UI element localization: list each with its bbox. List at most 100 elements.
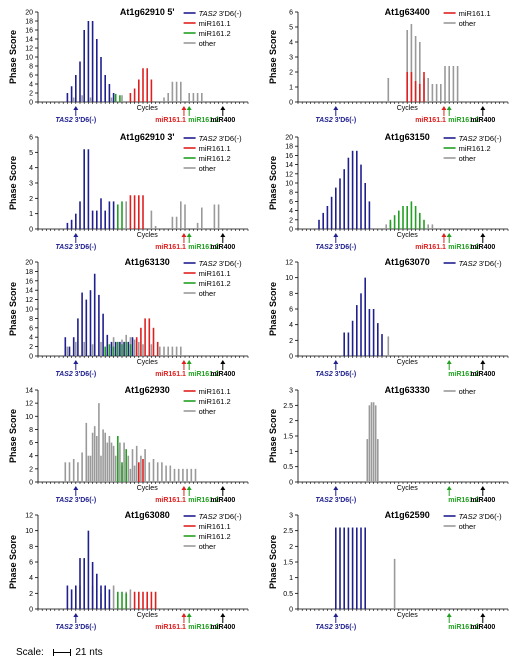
- y-axis-title: Phase Score: [8, 30, 18, 84]
- legend-label-mir161-2: miR161.2: [199, 279, 231, 288]
- marker-arrowhead: [181, 613, 187, 617]
- legend-label-mir161-1: miR161.1: [459, 9, 491, 18]
- marker-label-tas2: TAS2 3'D6(-): [55, 497, 96, 504]
- marker-arrowhead: [181, 486, 187, 490]
- x-axis-title: Cycles: [397, 232, 419, 239]
- y-tick-label: 0: [29, 354, 33, 361]
- marker-label-mir161-1: miR161.1: [415, 117, 446, 124]
- y-tick-label: 2: [289, 418, 293, 425]
- y-tick-label: 6: [29, 73, 33, 80]
- legend-label-mir161-2: miR161.2: [199, 397, 231, 406]
- chart-title: At1g63070: [385, 257, 430, 267]
- marker-label-mir161-1: miR161.1: [155, 117, 186, 124]
- y-tick-label: 20: [25, 260, 33, 267]
- y-tick-label: 1: [289, 449, 293, 456]
- marker-arrowhead: [181, 233, 187, 237]
- marker-arrowhead: [186, 486, 192, 490]
- marker-label-tas2-gene: TAS2: [315, 624, 332, 631]
- y-tick-label: 5: [29, 150, 33, 157]
- y-tick-label: 2: [29, 196, 33, 203]
- y-tick-label: 20: [285, 135, 293, 142]
- marker-label-mir400: miR400: [210, 244, 235, 251]
- y-axis-title: Phase Score: [268, 409, 278, 463]
- y-tick-label: 4: [29, 335, 33, 342]
- marker-arrowhead: [73, 486, 79, 490]
- marker-arrowhead: [186, 106, 192, 110]
- y-tick-label: 3: [29, 181, 33, 188]
- marker-label-mir161-1: miR161.1: [155, 624, 186, 631]
- marker-arrowhead: [220, 106, 226, 110]
- legend-label-mir161-2: miR161.2: [199, 29, 231, 38]
- marker-arrowhead: [480, 486, 486, 490]
- legend-label-mir161-2: miR161.2: [459, 144, 491, 153]
- marker-arrowhead: [73, 233, 79, 237]
- legend-label-tas2-gene: TAS2: [459, 512, 478, 521]
- y-tick-label: 2: [289, 544, 293, 551]
- y-tick-label: 2: [289, 70, 293, 77]
- chart-panel: 0 0.5 1 1.5 2 2.5 3 Phase Score At1g62590 Cycles T…: [268, 510, 509, 631]
- marker-arrowhead: [73, 360, 79, 364]
- marker-label-mir161-2: miR161.2: [448, 497, 479, 504]
- marker-arrowhead: [181, 360, 187, 364]
- chart-panel: 0 2 4 6 8 10 12 14 16 18 20 Phase Score At1g62910 5'…: [8, 7, 249, 124]
- legend-label-tas2: TAS2 3'D6(-): [459, 134, 502, 143]
- chart-title: At1g63150: [385, 132, 430, 142]
- y-tick-label: 3: [289, 513, 293, 520]
- marker-arrowhead: [333, 613, 339, 617]
- scale-note: Scale: 21 nts: [16, 647, 103, 658]
- y-tick-label: 10: [25, 414, 33, 421]
- y-tick-label: 12: [25, 401, 33, 408]
- y-tick-label: 14: [285, 162, 293, 169]
- marker-arrowhead: [333, 360, 339, 364]
- x-axis-title: Cycles: [397, 612, 419, 619]
- marker-arrowhead: [480, 106, 486, 110]
- y-tick-label: 6: [29, 325, 33, 332]
- y-tick-label: 1: [289, 85, 293, 92]
- legend-label-tas2-gene: TAS2: [459, 259, 478, 268]
- chart-title: At1g63330: [385, 385, 430, 395]
- marker-label-tas2-region: 3'D6(-): [333, 624, 356, 631]
- y-tick-label: 1.5: [283, 560, 293, 567]
- marker-label-mir400: miR400: [210, 117, 235, 124]
- marker-label-tas2-gene: TAS2: [55, 624, 72, 631]
- marker-arrowhead: [220, 486, 226, 490]
- y-tick-label: 16: [25, 28, 33, 35]
- marker-arrowhead: [333, 233, 339, 237]
- marker-label-mir161-2: miR161.2: [188, 624, 219, 631]
- y-tick-label: 14: [25, 388, 33, 395]
- x-axis-title: Cycles: [397, 359, 419, 366]
- chart-panel: 0 0.5 1 1.5 2 2.5 3 Phase Score At1g63330 Cycles T…: [268, 385, 509, 504]
- marker-arrowhead: [446, 360, 452, 364]
- x-axis-title: Cycles: [137, 232, 159, 239]
- marker-label-tas2-region: 3'D6(-): [333, 371, 356, 378]
- y-tick-label: 0: [29, 480, 33, 487]
- marker-label-tas2-region: 3'D6(-): [333, 117, 356, 124]
- y-tick-label: 1.5: [283, 434, 293, 441]
- legend-label-other: other: [459, 154, 477, 163]
- chart-panel: 0 1 2 3 4 5 6 Phase Score At1g63400 Cycles TAS2 3'…: [268, 7, 509, 124]
- marker-arrowhead: [181, 106, 187, 110]
- legend-label-other: other: [199, 164, 217, 173]
- legend-label-tas2-region: 3'D6(-): [217, 134, 242, 143]
- y-tick-label: 20: [25, 10, 33, 17]
- y-axis-title: Phase Score: [8, 156, 18, 210]
- marker-label-mir161-2: miR161.2: [188, 497, 219, 504]
- y-tick-label: 10: [285, 181, 293, 188]
- y-tick-label: 0.5: [283, 591, 293, 598]
- scale-label: Scale:: [16, 647, 44, 658]
- marker-arrowhead: [480, 613, 486, 617]
- marker-label-mir161-2: miR161.2: [188, 244, 219, 251]
- y-tick-label: 0: [29, 607, 33, 614]
- y-tick-label: 2: [289, 217, 293, 224]
- marker-label-mir161-1: miR161.1: [155, 371, 186, 378]
- marker-label-tas2-region: 3'D6(-): [333, 497, 356, 504]
- y-axis-title: Phase Score: [268, 535, 278, 589]
- y-tick-label: 2: [289, 338, 293, 345]
- marker-label-tas2-region: 3'D6(-): [73, 371, 96, 378]
- marker-label-mir161-2: miR161.2: [448, 117, 479, 124]
- marker-label-mir161-1: miR161.1: [415, 244, 446, 251]
- marker-arrowhead: [220, 360, 226, 364]
- y-tick-label: 0: [289, 354, 293, 361]
- y-tick-label: 18: [25, 19, 33, 26]
